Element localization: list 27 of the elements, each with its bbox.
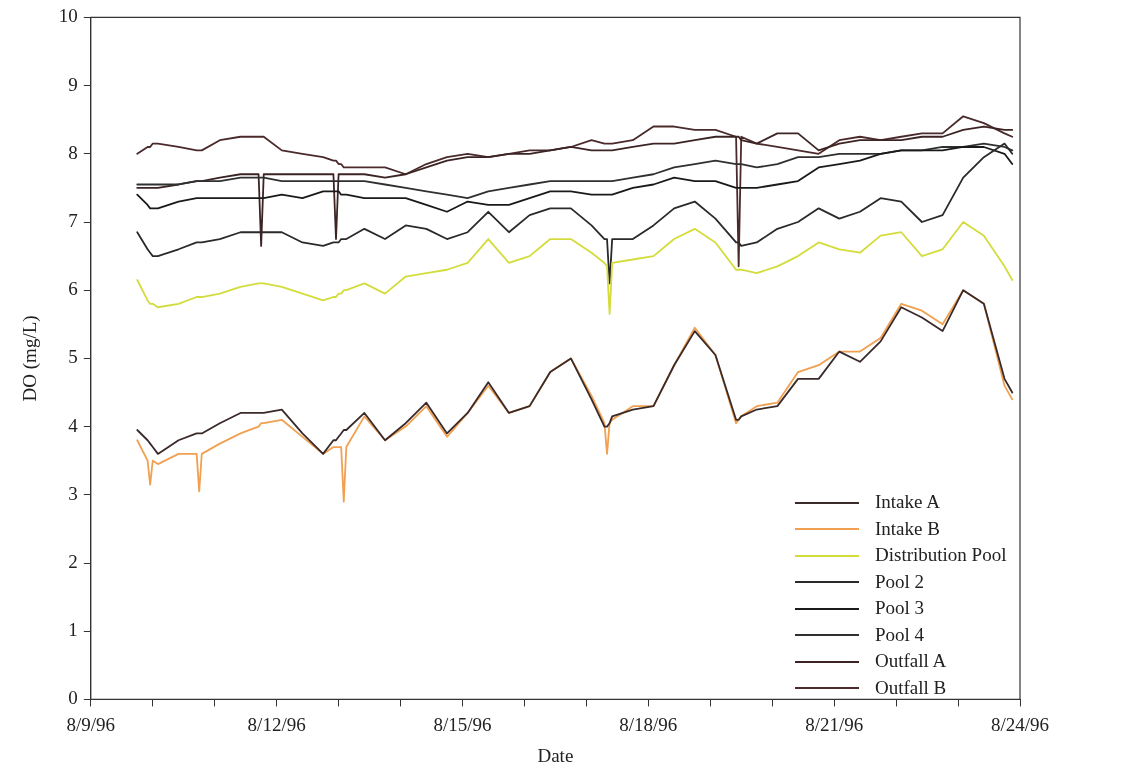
- legend-label: Distribution Pool: [875, 543, 1007, 568]
- y-tick-label: 4: [68, 414, 79, 436]
- y-tick-label: 2: [68, 550, 78, 572]
- x-tick-label: 8/12/96: [247, 713, 306, 735]
- y-tick-label: 8: [68, 141, 78, 163]
- y-axis-title: DO (mg/L): [19, 315, 42, 402]
- legend-label: Pool 2: [875, 569, 925, 594]
- x-tick-label: 8/9/96: [66, 713, 116, 735]
- y-tick-label: 0: [68, 687, 78, 709]
- y-tick-label: 5: [68, 346, 78, 368]
- legend-label: Intake A: [875, 490, 940, 515]
- legend-label: Pool 3: [875, 596, 925, 621]
- x-tick-label: 8/21/96: [805, 713, 864, 735]
- x-tick-label: 8/15/96: [433, 713, 492, 735]
- x-axis-title: Date: [537, 744, 574, 766]
- y-tick-label: 3: [68, 482, 78, 504]
- x-tick-label: 8/24/96: [990, 713, 1050, 735]
- x-tick-label: 8/18/96: [619, 713, 678, 735]
- legend-label: Pool 4: [875, 622, 925, 647]
- y-tick-label: 6: [68, 278, 78, 300]
- legend-label: Outfall B: [875, 675, 947, 700]
- y-tick-label: 9: [68, 73, 78, 95]
- y-tick-label: 1: [68, 619, 78, 641]
- y-tick-label: 7: [68, 209, 78, 231]
- legend-label: Intake B: [875, 516, 940, 541]
- legend-label: Outfall A: [875, 649, 947, 674]
- y-tick-label: 10: [58, 5, 78, 27]
